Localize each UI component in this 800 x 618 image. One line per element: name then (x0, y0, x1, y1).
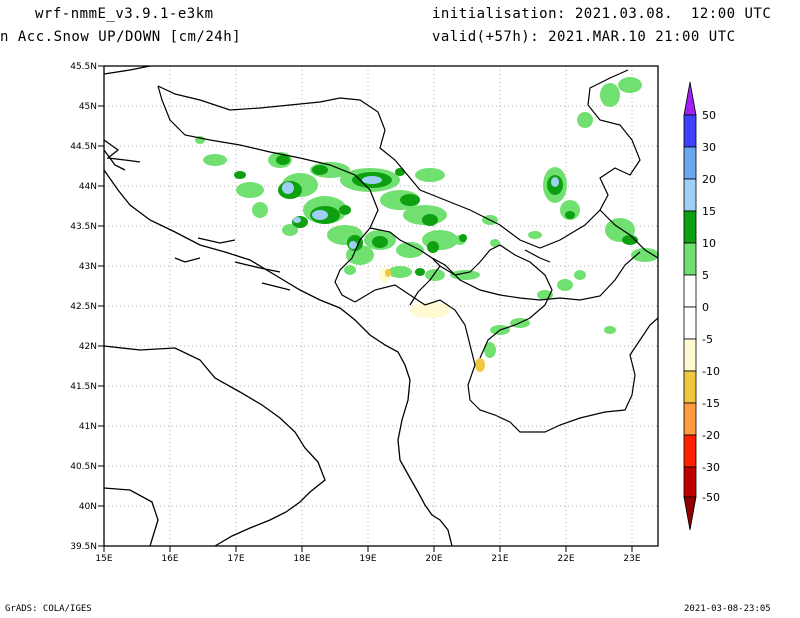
colorbar-bin (683, 274, 697, 308)
lat-label: 45N (79, 102, 97, 112)
lat-label: 41.5N (70, 382, 97, 392)
lon-label: 22E (557, 554, 574, 564)
lat-label: 40.5N (70, 462, 97, 472)
colorbar-bin (683, 434, 697, 468)
lat-label: 44.5N (70, 142, 97, 152)
borders (157, 69, 659, 433)
colorbar-bin (683, 370, 697, 404)
snow-increase-15-20 (282, 176, 559, 249)
colorbar-bin (683, 306, 697, 340)
colorbar-label: -20 (702, 429, 720, 442)
lat-label: 43.5N (70, 222, 97, 232)
colorbar-label: -30 (702, 461, 720, 474)
lon-label: 16E (161, 554, 178, 564)
colorbar-label: 0 (702, 301, 709, 314)
colorbar (683, 81, 697, 531)
coastlines (103, 65, 453, 547)
colorbar-label: -5 (702, 333, 713, 346)
colorbar-bin (683, 210, 697, 244)
colorbar-top-arrow (683, 81, 697, 116)
lat-label: 43N (79, 262, 97, 272)
axis-ticks (98, 65, 633, 552)
colorbar-bin (683, 242, 697, 276)
colorbar-label: -15 (702, 397, 720, 410)
colorbar-label: 50 (702, 109, 716, 122)
grads-credit: GrADS: COLA/IGES (5, 604, 92, 614)
colorbar-bottom-arrow (683, 496, 697, 531)
colorbar-bin (683, 466, 697, 498)
colorbar-bin (683, 338, 697, 372)
colorbar-label: 20 (702, 173, 716, 186)
colorbar-label: 10 (702, 237, 716, 250)
colorbar-bin (683, 114, 697, 148)
lon-label: 19E (359, 554, 376, 564)
colorbar-label: 30 (702, 141, 716, 154)
lon-label: 23E (623, 554, 640, 564)
render-timestamp: 2021-03-08-23:05 (684, 604, 771, 614)
lon-label: 21E (491, 554, 508, 564)
lat-label: 42.5N (70, 302, 97, 312)
colorbar-bin (683, 402, 697, 436)
lon-label: 17E (227, 554, 244, 564)
colorbar-label: 15 (702, 205, 716, 218)
colorbar-label: 5 (702, 269, 709, 282)
colorbar-bin (683, 178, 697, 212)
valid-time: valid(+57h): 2021.MAR.10 21:00 UTC (432, 29, 736, 45)
colorbar-bin (683, 146, 697, 180)
model-name: wrf-nmmE_v3.9.1-e3km (35, 6, 214, 22)
lon-label: 15E (95, 554, 112, 564)
lat-label: 44N (79, 182, 97, 192)
lon-label: 20E (425, 554, 442, 564)
lat-label: 41N (79, 422, 97, 432)
lat-label: 42N (79, 342, 97, 352)
snow-decrease (379, 267, 485, 372)
lat-label: 40N (79, 502, 97, 512)
colorbar-label: -10 (702, 365, 720, 378)
snow-increase-10-15 (234, 155, 638, 276)
lat-label: 39.5N (70, 542, 97, 552)
longitude-labels: 15E 16E 17E 18E 19E 20E 21E 22E 23E (95, 554, 640, 564)
lat-label: 45.5N (70, 62, 97, 72)
colorbar-label: -50 (702, 491, 720, 504)
lon-label: 18E (293, 554, 310, 564)
field-title: n Acc.Snow UP/DOWN [cm/24h] (0, 29, 242, 45)
latitude-labels: 45.5N 45N 44.5N 44N 43.5N 43N 42.5N 42N … (70, 62, 97, 552)
initialisation-time: initialisation: 2021.03.08. 12:00 UTC (432, 6, 772, 22)
